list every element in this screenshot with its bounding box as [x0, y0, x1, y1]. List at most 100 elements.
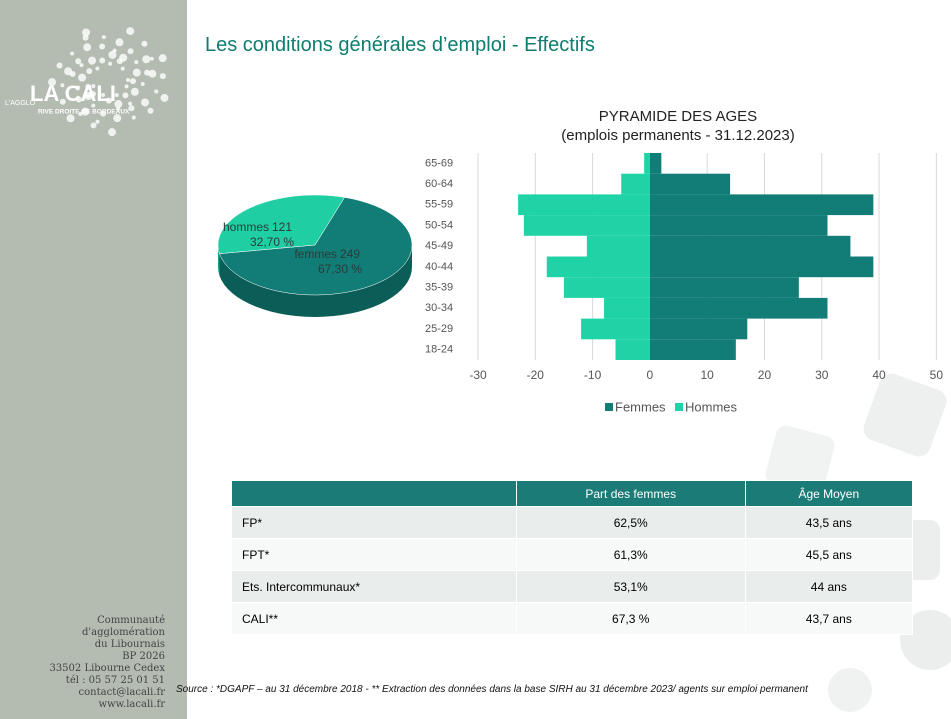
- logo-dot: [147, 107, 154, 114]
- pie-value: 249: [340, 247, 360, 261]
- table-cell: FP*: [231, 506, 517, 539]
- contact-line: tél : 05 57 25 01 51: [65, 675, 165, 686]
- x-tick-label: 50: [930, 368, 944, 382]
- bar: [649, 235, 851, 257]
- table-cell: 53,1%: [515, 570, 746, 603]
- table-cell: Ets. Intercommunaux*: [231, 570, 517, 603]
- logo-dot: [84, 92, 93, 101]
- x-tick-label: -20: [527, 368, 545, 382]
- y-tick-label: 65-69: [425, 157, 453, 169]
- pie-label: femmes: [294, 247, 337, 261]
- logo-dot: [90, 122, 97, 129]
- bar: [604, 297, 650, 319]
- bar: [649, 173, 731, 195]
- logo-dot: [141, 98, 150, 107]
- logo-dot: [130, 87, 139, 96]
- logo-dot: [141, 40, 148, 47]
- contact-line: BP 2026: [122, 651, 165, 662]
- logo-dot: [128, 105, 135, 112]
- logo-dot: [99, 43, 106, 50]
- bar: [649, 153, 662, 174]
- logo-dot: [160, 93, 169, 102]
- table-cell: CALI**: [231, 602, 517, 635]
- y-tick-label: 55-59: [425, 199, 453, 211]
- table-cell: 43,7 ans: [744, 602, 914, 635]
- logo-dot: [76, 85, 81, 90]
- logo-dot: [83, 43, 92, 52]
- logo-dot: [79, 63, 84, 68]
- logo-dot: [91, 103, 96, 108]
- logo-dot: [91, 84, 96, 89]
- bar: [615, 339, 650, 360]
- table-cell: 44 ans: [744, 570, 914, 603]
- pie-percent: 67,30 %: [318, 262, 362, 276]
- table-row: Ets. Intercommunaux* 53,1% 44 ans: [231, 570, 914, 603]
- logo-dot: [158, 54, 167, 63]
- pie-value: 121: [272, 220, 292, 234]
- table-row: CALI** 67,3 % 43,7 ans: [231, 602, 914, 635]
- logo-dot: [101, 92, 106, 97]
- bar: [649, 256, 874, 278]
- pie-slice: [217, 194, 345, 254]
- logo-dot: [128, 101, 133, 106]
- logo-dot: [78, 111, 83, 116]
- bar: [581, 318, 650, 340]
- x-tick-label: -10: [584, 368, 602, 382]
- legend-swatch: [675, 403, 683, 411]
- logo-dot: [78, 73, 87, 82]
- logo-dot: [126, 27, 135, 36]
- chart-title: PYRAMIDE DES AGES: [599, 108, 757, 125]
- header-cell: [231, 480, 517, 507]
- sidebar: LA CALI L'AGGLO RIVE DROITE DE BORDEAUX …: [0, 0, 187, 719]
- table-cell: 43,5 ans: [744, 506, 914, 539]
- bar: [649, 215, 828, 236]
- logo-dot: [86, 68, 93, 75]
- logo-dot: [120, 66, 125, 71]
- logo-dot: [108, 50, 117, 59]
- logo-dot: [95, 66, 100, 71]
- table-cell: 45,5 ans: [744, 538, 914, 571]
- legend-swatch: [605, 403, 613, 411]
- bar: [649, 318, 748, 340]
- logo-dot: [119, 53, 128, 62]
- logo-dot: [99, 57, 106, 64]
- logo-dot: [85, 83, 92, 90]
- logo-dot: [48, 78, 57, 87]
- logo-dot: [95, 119, 100, 124]
- header-row: Part des femmes Âge Moyen: [231, 480, 914, 507]
- y-tick-label: 25-29: [425, 323, 453, 335]
- logo-dot: [108, 61, 113, 66]
- logo-dot: [134, 60, 139, 65]
- pie-label: hommes: [223, 220, 269, 234]
- logo-dot: [101, 35, 106, 40]
- bar: [649, 194, 874, 216]
- bar: [546, 256, 650, 278]
- title: Les conditions générales d’emploi - Effe…: [205, 34, 595, 56]
- logo-dot: [56, 62, 63, 69]
- y-tick-label: 45-49: [425, 240, 453, 252]
- x-tick-label: 20: [758, 368, 772, 382]
- logo-text: LA CALI: [30, 81, 116, 106]
- logo-dot: [159, 73, 166, 80]
- header-cell: Part des femmes: [515, 480, 746, 507]
- y-tick-label: 60-64: [425, 178, 453, 190]
- logo-dot: [60, 83, 65, 88]
- logo-dot: [116, 106, 121, 111]
- logo-dot: [108, 128, 117, 137]
- pie-slice: [219, 197, 413, 296]
- bar: [649, 297, 828, 319]
- x-tick-label: 0: [647, 368, 654, 382]
- bar: [586, 235, 650, 257]
- table-cell: 67,3 %: [515, 602, 746, 635]
- pie-percent: 32,70 %: [250, 235, 294, 249]
- logo-dot: [142, 55, 151, 64]
- y-tick-label: 30-34: [425, 302, 453, 314]
- logo-dot: [75, 96, 82, 103]
- bar: [621, 173, 650, 195]
- logo-dot: [114, 100, 123, 109]
- logo-dot: [127, 48, 134, 55]
- contact-line: 33502 Libourne Cedex: [49, 663, 165, 674]
- table-cell: 62,5%: [515, 506, 746, 539]
